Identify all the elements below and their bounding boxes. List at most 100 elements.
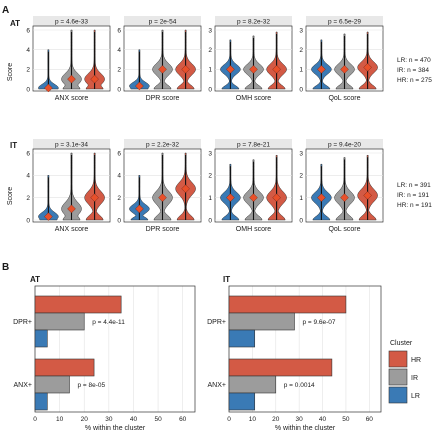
legend-swatch-hr <box>388 350 408 368</box>
y-tick-label: 2 <box>208 173 212 180</box>
violin-panel-1-1: p = 2.2e-32 0 2 4 6 DPR score <box>117 139 202 233</box>
p-value-label: p = 9.4e-20 <box>328 142 361 149</box>
y-tick-label: 2 <box>26 195 30 202</box>
y-tick-label: 1 <box>299 67 303 74</box>
plot-area: p = 4.6e-33 0 2 4 6 ANX score p = 2e-54 0 2 4 6 DPR… <box>13 16 384 432</box>
bar-p-value: p = 4.4e-11 <box>92 319 125 326</box>
y-tick-label: 4 <box>117 47 121 54</box>
y-tick-label: 2 <box>26 67 30 74</box>
legend-label-lr: LR <box>411 393 420 400</box>
y-tick-label: 0 <box>117 217 121 224</box>
y-tick-label: 3 <box>208 27 212 34</box>
x-tick-label: 60 <box>179 416 187 423</box>
bar-panel-it: IT 0 10 20 30 40 50 60 % within the cluster DPR+ p… <box>207 275 382 432</box>
mean-marker-lr <box>226 193 235 202</box>
x-axis-label: OMH score <box>236 95 272 102</box>
row-label-at: AT <box>10 19 20 28</box>
mean-marker-lr <box>135 204 144 214</box>
sample-size-it-ir: IR: n = 191 <box>397 192 429 199</box>
bar-ir-dprpos <box>34 312 85 331</box>
bar-panel-title: AT <box>30 275 40 284</box>
y-tick-label: 0 <box>26 217 30 224</box>
p-value-label: p = 2.2e-32 <box>146 142 179 149</box>
bar-panel-frame <box>228 285 382 413</box>
violin-panel-0-2: p = 8.2e-32 0 1 2 3 OMH score <box>208 16 293 102</box>
p-value-label: p = 4.6e-33 <box>55 19 88 26</box>
x-tick-label: 40 <box>319 416 327 423</box>
legend-title: Cluster <box>390 340 413 347</box>
violin-panel-0-1: p = 2e-54 0 2 4 6 DPR score <box>117 16 202 102</box>
y-tick-label: 1 <box>208 67 212 74</box>
x-tick-label: 10 <box>56 416 64 423</box>
category-label: ANX+ <box>14 382 32 389</box>
bar-hr-anxpos <box>228 358 333 377</box>
panel-strip <box>124 16 201 26</box>
x-tick-label: 30 <box>296 416 304 423</box>
bar-lr-dprpos <box>228 329 256 348</box>
y-tick-label: 0 <box>208 86 212 93</box>
y-tick-label: 2 <box>299 173 303 180</box>
row-label-it: IT <box>10 141 17 150</box>
mean-marker-lr <box>135 81 144 91</box>
violin-panel-1-2: p = 7.8e-21 0 1 2 3 OMH score <box>208 139 293 233</box>
panel-label-a: A <box>2 5 9 16</box>
x-axis-label: ANX score <box>55 226 89 233</box>
violin-panel-0-3: p = 6.5e-29 0 1 2 3 QoL score <box>299 16 384 102</box>
mean-marker-ir <box>67 204 76 214</box>
y-tick-label: 2 <box>208 47 212 54</box>
bar-ir-anxpos <box>228 375 277 394</box>
x-axis-label: QoL score <box>328 95 360 102</box>
panel-strip <box>124 139 201 149</box>
y-tick-label: 0 <box>299 217 303 224</box>
mean-marker-lr <box>317 193 326 202</box>
category-label: DPR+ <box>207 319 226 326</box>
bar-lr-anxpos <box>228 392 256 411</box>
panel-strip <box>215 139 292 149</box>
p-value-label: p = 8.2e-32 <box>237 19 270 26</box>
x-tick-label: 50 <box>342 416 350 423</box>
violin-panel-1-0: p = 3.1e-34 0 2 4 6 ANX score <box>26 139 111 233</box>
mean-marker-hr <box>90 74 99 84</box>
mean-marker-ir <box>158 65 167 74</box>
bar-lr-dprpos <box>34 329 48 348</box>
x-tick-label: 0 <box>33 416 37 423</box>
mean-marker-hr <box>363 191 372 200</box>
category-label: ANX+ <box>208 382 226 389</box>
x-tick-label: 50 <box>154 416 162 423</box>
y-tick-label: 0 <box>208 217 212 224</box>
mean-marker-hr <box>181 65 190 74</box>
x-tick-label: 20 <box>272 416 280 423</box>
sample-sizes-it: LR: n = 391 IR: n = 191 HR: n = 191 <box>397 182 432 209</box>
y-tick-label: 4 <box>26 47 30 54</box>
y-tick-label: 0 <box>299 86 303 93</box>
mean-marker-hr <box>363 63 372 72</box>
y-tick-label: 3 <box>299 27 303 34</box>
sample-size-at-hr: HR: n = 275 <box>397 77 432 84</box>
p-value-label: p = 2e-54 <box>149 19 177 26</box>
mean-marker-hr <box>90 193 99 202</box>
sample-size-it-hr: HR: n = 191 <box>397 202 432 209</box>
y-tick-label: 4 <box>26 173 30 180</box>
y-tick-label: 6 <box>117 27 121 34</box>
bar-ir-anxpos <box>34 375 70 394</box>
sample-sizes-at: LR: n = 470 IR: n = 384 HR: n = 275 <box>397 57 432 84</box>
x-tick-label: 0 <box>227 416 231 423</box>
p-value-label: p = 3.1e-34 <box>55 142 88 149</box>
legend-swatch-ir <box>388 368 408 386</box>
bar-ir-dprpos <box>228 312 295 331</box>
bar-hr-dprpos <box>34 295 122 314</box>
sample-size-it-lr: LR: n = 391 <box>397 182 431 189</box>
y-tick-label: 6 <box>117 150 121 157</box>
mean-marker-hr <box>272 193 281 202</box>
bar-panel-title: IT <box>223 275 230 284</box>
y-tick-label: 4 <box>117 173 121 180</box>
legend-label-hr: HR <box>411 357 421 364</box>
mean-marker-ir <box>340 193 349 202</box>
panel-strip <box>215 16 292 26</box>
y-tick-label: 0 <box>26 86 30 93</box>
y-tick-label: 2 <box>117 67 121 74</box>
panel-strip <box>33 16 110 26</box>
y-tick-label: 3 <box>299 150 303 157</box>
bar-hr-anxpos <box>34 358 95 377</box>
